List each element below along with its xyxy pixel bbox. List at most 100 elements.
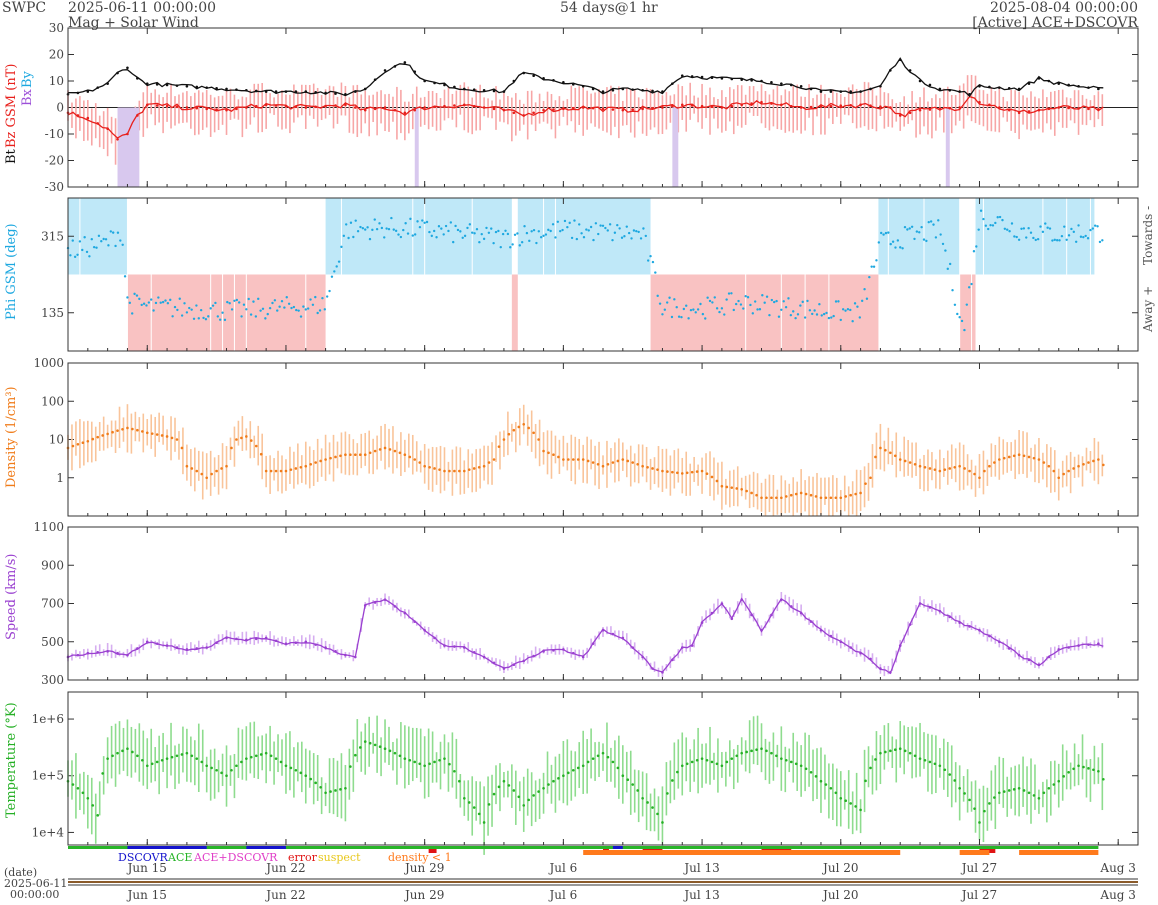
temp-point: [1092, 768, 1095, 772]
phi-point: [504, 229, 507, 232]
density-point: [215, 469, 218, 473]
density-point: [1022, 454, 1026, 458]
temp-point: [596, 754, 600, 758]
density-point: [646, 466, 649, 469]
bt-point: [116, 71, 119, 75]
bt-point: [195, 85, 199, 89]
bz-point: [958, 106, 961, 109]
phi-point: [202, 316, 205, 320]
temp-point: [126, 747, 129, 750]
density-point: [720, 484, 724, 488]
density-point: [373, 449, 377, 453]
temp-point: [344, 787, 347, 790]
phi-point: [627, 231, 631, 235]
phi-point: [1041, 230, 1045, 234]
temp-point: [839, 796, 843, 800]
phi-point: [863, 288, 866, 291]
temp-point: [284, 764, 288, 768]
temp-point: [799, 764, 803, 768]
phi-point: [777, 315, 781, 318]
phi-point: [459, 230, 462, 233]
bz-point: [562, 107, 565, 111]
phi-point: [373, 218, 376, 221]
speed-point: [591, 642, 595, 645]
phi-point: [875, 259, 878, 262]
density-point: [403, 453, 407, 457]
temp-point: [1042, 791, 1046, 795]
phi-point: [1022, 227, 1026, 230]
phi-point: [283, 306, 286, 309]
bt-point: [760, 79, 763, 83]
temp-point: [616, 766, 620, 770]
phi-point: [799, 304, 802, 307]
phi-point: [613, 231, 617, 234]
speed-point: [106, 650, 109, 653]
temp-point: [859, 808, 862, 812]
bt-point: [304, 90, 308, 93]
density-point: [710, 475, 714, 479]
phi-point: [104, 238, 108, 241]
start-time: 2025-06-11 00:00:00: [68, 0, 217, 16]
bt-point: [918, 79, 922, 83]
phi-point: [580, 232, 583, 235]
speed-point: [988, 634, 991, 638]
density-point: [220, 467, 223, 470]
phi-point: [1015, 235, 1018, 239]
bz-point: [482, 106, 486, 109]
bz-point: [423, 106, 426, 109]
phi-point: [891, 240, 895, 243]
density-point: [126, 426, 129, 430]
bz-point: [1057, 106, 1061, 109]
phi-point: [901, 247, 904, 250]
phi-point: [915, 230, 919, 233]
phi-point: [311, 303, 315, 307]
phi-sector-away: [511, 274, 518, 351]
phi-point: [920, 225, 923, 229]
phi-point: [328, 289, 331, 293]
phi-point: [235, 298, 239, 302]
phi-sector-away: [959, 274, 976, 351]
bz-point: [334, 104, 337, 107]
temp-point: [1087, 767, 1090, 770]
speed-point: [1087, 643, 1090, 646]
bz-point: [988, 103, 991, 107]
phi-point: [670, 315, 674, 319]
bz-point: [611, 108, 615, 111]
density-point: [884, 448, 887, 452]
temp-point: [319, 786, 322, 789]
phi-point: [723, 313, 726, 316]
phi-point: [808, 309, 812, 312]
density-point: [854, 492, 857, 496]
bt-point: [770, 81, 773, 84]
temp-point: [393, 751, 397, 755]
phi-point: [768, 313, 771, 317]
phi-point: [135, 294, 139, 297]
bz-point: [1097, 107, 1100, 111]
temp-point: [958, 787, 961, 790]
phi-point: [537, 230, 540, 233]
phi-point: [606, 229, 609, 232]
phi-point: [511, 243, 514, 246]
phi-point: [965, 303, 968, 306]
bt-point: [334, 92, 337, 95]
density-point: [284, 469, 288, 473]
bt-point: [294, 90, 298, 93]
temp-point: [537, 790, 540, 793]
speed-point: [829, 634, 833, 638]
phi-point: [1025, 236, 1028, 239]
bz-point: [918, 108, 922, 112]
bz-point: [145, 103, 149, 107]
phi-point: [454, 224, 457, 228]
legend-density-lt1: density < 1: [388, 851, 452, 864]
density-point: [309, 462, 313, 466]
bt-point: [889, 69, 892, 72]
density-point: [472, 467, 476, 470]
phi-point: [138, 297, 141, 301]
density-point: [606, 462, 610, 466]
phi-point: [1039, 225, 1042, 228]
bt-point: [1057, 82, 1061, 85]
phi-point: [713, 296, 716, 299]
phi-point: [518, 244, 521, 247]
temp-point: [467, 801, 471, 804]
phi-point: [711, 301, 714, 304]
